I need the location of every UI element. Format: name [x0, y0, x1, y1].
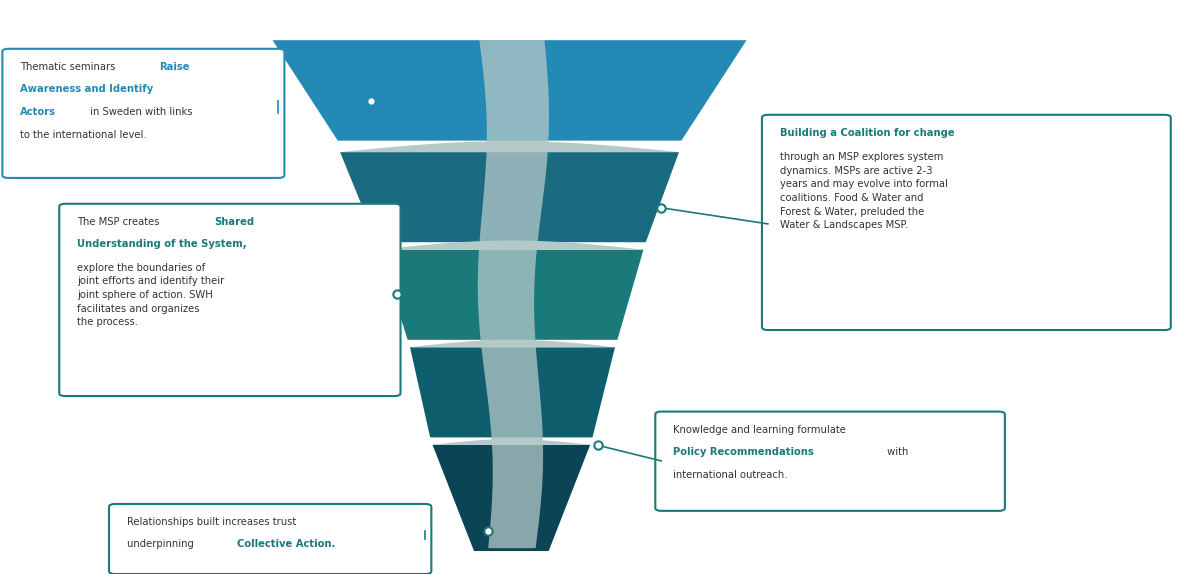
- FancyBboxPatch shape: [655, 412, 1005, 511]
- Text: Relationships built increases trust: Relationships built increases trust: [127, 517, 296, 527]
- Text: explore the boundaries of
joint efforts and identify their
joint sphere of actio: explore the boundaries of joint efforts …: [77, 263, 224, 327]
- Text: Policy Recommendations: Policy Recommendations: [673, 447, 814, 456]
- Text: international outreach.: international outreach.: [673, 470, 788, 479]
- Text: Knowledge and learning formulate: Knowledge and learning formulate: [673, 425, 846, 435]
- Text: underpinning: underpinning: [127, 539, 197, 549]
- Polygon shape: [410, 340, 615, 347]
- Polygon shape: [379, 250, 643, 340]
- Text: through an MSP explores system
dynamics. MSPs are active 2-3
years and may evolv: through an MSP explores system dynamics.…: [780, 152, 948, 230]
- Polygon shape: [433, 439, 590, 445]
- FancyBboxPatch shape: [59, 204, 401, 396]
- Text: Awareness and Identify: Awareness and Identify: [20, 84, 153, 94]
- Polygon shape: [340, 141, 679, 152]
- Polygon shape: [410, 347, 615, 437]
- Text: Collective Action.: Collective Action.: [237, 539, 335, 549]
- Polygon shape: [273, 40, 747, 141]
- Text: with: with: [884, 447, 909, 456]
- Text: to the international level.: to the international level.: [20, 130, 147, 139]
- FancyBboxPatch shape: [109, 504, 431, 574]
- Text: in Sweden with links: in Sweden with links: [87, 107, 192, 117]
- Text: The MSP creates: The MSP creates: [77, 217, 162, 227]
- Polygon shape: [478, 40, 549, 548]
- Text: Raise: Raise: [159, 62, 190, 72]
- Text: Actors: Actors: [20, 107, 56, 117]
- Polygon shape: [379, 241, 643, 250]
- Text: Shared: Shared: [214, 217, 255, 227]
- Polygon shape: [340, 152, 679, 242]
- Polygon shape: [478, 40, 549, 548]
- FancyBboxPatch shape: [762, 115, 1171, 330]
- Text: Understanding of the System,: Understanding of the System,: [77, 239, 246, 249]
- Text: Building a Coalition for change: Building a Coalition for change: [780, 128, 954, 138]
- Text: Thematic seminars: Thematic seminars: [20, 62, 118, 72]
- Polygon shape: [433, 445, 590, 551]
- FancyBboxPatch shape: [2, 49, 284, 178]
